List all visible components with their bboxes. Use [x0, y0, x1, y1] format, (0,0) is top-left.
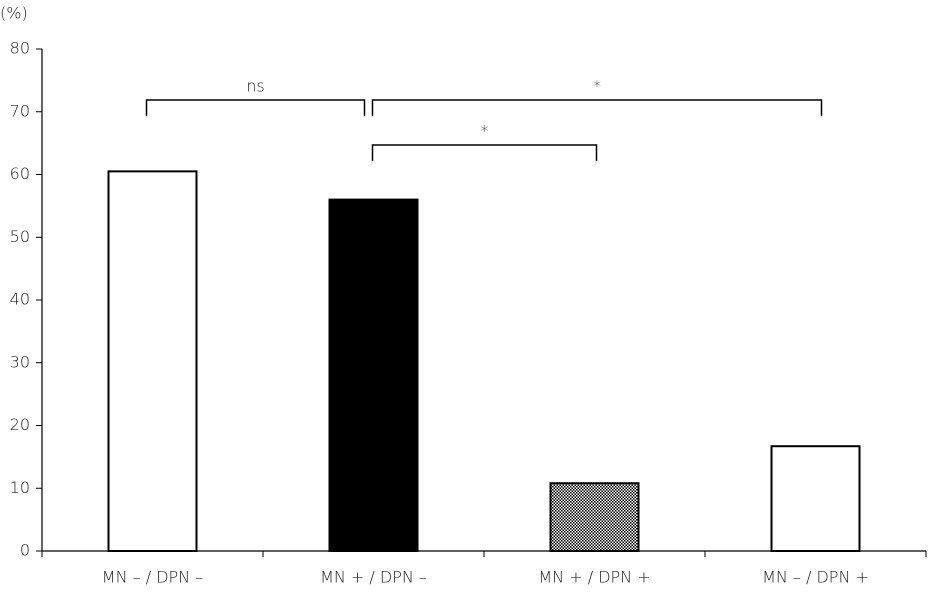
y-tick-label: 10	[10, 478, 30, 497]
bar	[770, 445, 861, 552]
x-tick-label: MN + / DPN +	[538, 568, 650, 587]
x-tick-label: MN – / DPN +	[762, 568, 869, 587]
y-tick-label: 30	[10, 352, 30, 371]
y-tick-label: 0	[20, 541, 30, 560]
significance-bracket	[371, 144, 598, 161]
x-tick-label: MN + / DPN –	[320, 568, 427, 587]
y-tick-label: 80	[10, 39, 30, 58]
y-tick-label: 70	[10, 101, 30, 120]
significance-label: *	[593, 77, 601, 96]
y-axis-label: (%)	[0, 4, 28, 23]
y-tick-label: 60	[10, 164, 30, 183]
bar	[107, 170, 198, 553]
significance-label: ns	[246, 77, 264, 96]
y-tick-label: 40	[10, 290, 30, 309]
y-tick-label: 20	[10, 415, 30, 434]
significance-bracket	[145, 99, 366, 116]
y-tick-label: 50	[10, 227, 30, 246]
significance-label: *	[481, 122, 489, 141]
x-tick-label: MN – / DPN –	[102, 568, 203, 587]
significance-bracket	[371, 99, 823, 116]
bar	[549, 482, 640, 553]
bar	[328, 198, 419, 552]
